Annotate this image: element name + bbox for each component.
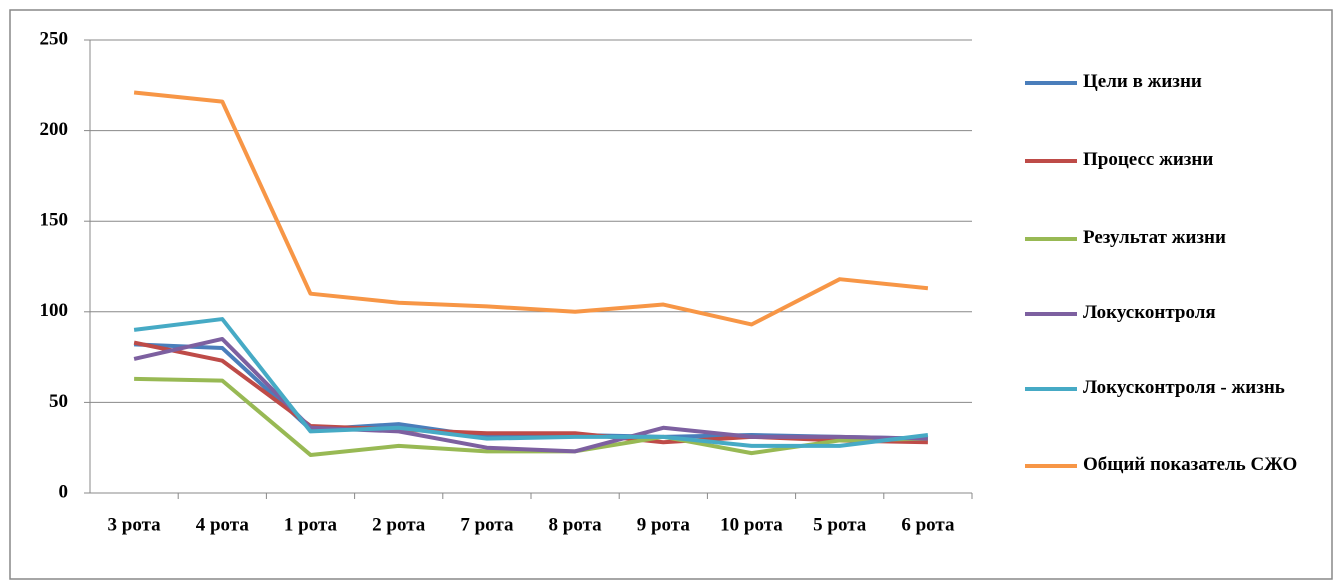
- legend-label: Общий показатель СЖО: [1083, 454, 1298, 475]
- x-tick-label: 2 рота: [372, 514, 426, 535]
- y-tick-label: 200: [40, 119, 69, 140]
- legend-item: Локусконтроля: [1025, 301, 1325, 328]
- x-tick-label: 6 рота: [901, 514, 955, 535]
- y-tick-label: 50: [49, 391, 68, 412]
- legend-item: Локусконтроля - жизнь: [1025, 376, 1325, 403]
- x-tick-label: 8 рота: [549, 514, 603, 535]
- legend-item: Результат жизни: [1025, 226, 1325, 253]
- series-line: [133, 336, 928, 454]
- series-line: [133, 90, 929, 327]
- legend-label: Результат жизни: [1083, 227, 1226, 248]
- series-line: [134, 376, 928, 457]
- x-tick-label: 7 рота: [460, 514, 514, 535]
- x-tick-label: 10 рота: [720, 514, 783, 535]
- legend-label: Цели в жизни: [1083, 71, 1202, 92]
- y-tick-label: 250: [40, 28, 69, 49]
- legend-swatch: [1025, 464, 1077, 468]
- legend-item: Процесс жизни: [1025, 148, 1325, 175]
- y-tick-label: 0: [59, 481, 69, 502]
- x-tick-label: 9 рота: [637, 514, 691, 535]
- x-tick-label: 4 рота: [196, 514, 250, 535]
- y-tick-label: 150: [40, 210, 69, 231]
- legend-item: Цели в жизни: [1025, 70, 1325, 97]
- x-tick-label: 5 рота: [813, 514, 867, 535]
- x-tick-label: 3 рота: [108, 514, 162, 535]
- legend-item: Общий показатель СЖО: [1025, 453, 1325, 480]
- legend-label: Локусконтроля: [1083, 302, 1216, 323]
- y-tick-label: 100: [40, 300, 69, 321]
- legend-swatch: [1025, 387, 1077, 391]
- legend-label: Процесс жизни: [1083, 149, 1214, 170]
- legend-swatch: [1025, 237, 1077, 241]
- x-tick-label: 1 рота: [284, 514, 338, 535]
- legend-swatch: [1025, 159, 1077, 163]
- legend-swatch: [1025, 81, 1077, 85]
- chart-frame: [9, 9, 1333, 580]
- series-line: [133, 317, 929, 448]
- legend-swatch: [1025, 312, 1077, 316]
- legend-label: Локусконтроля - жизнь: [1083, 377, 1285, 398]
